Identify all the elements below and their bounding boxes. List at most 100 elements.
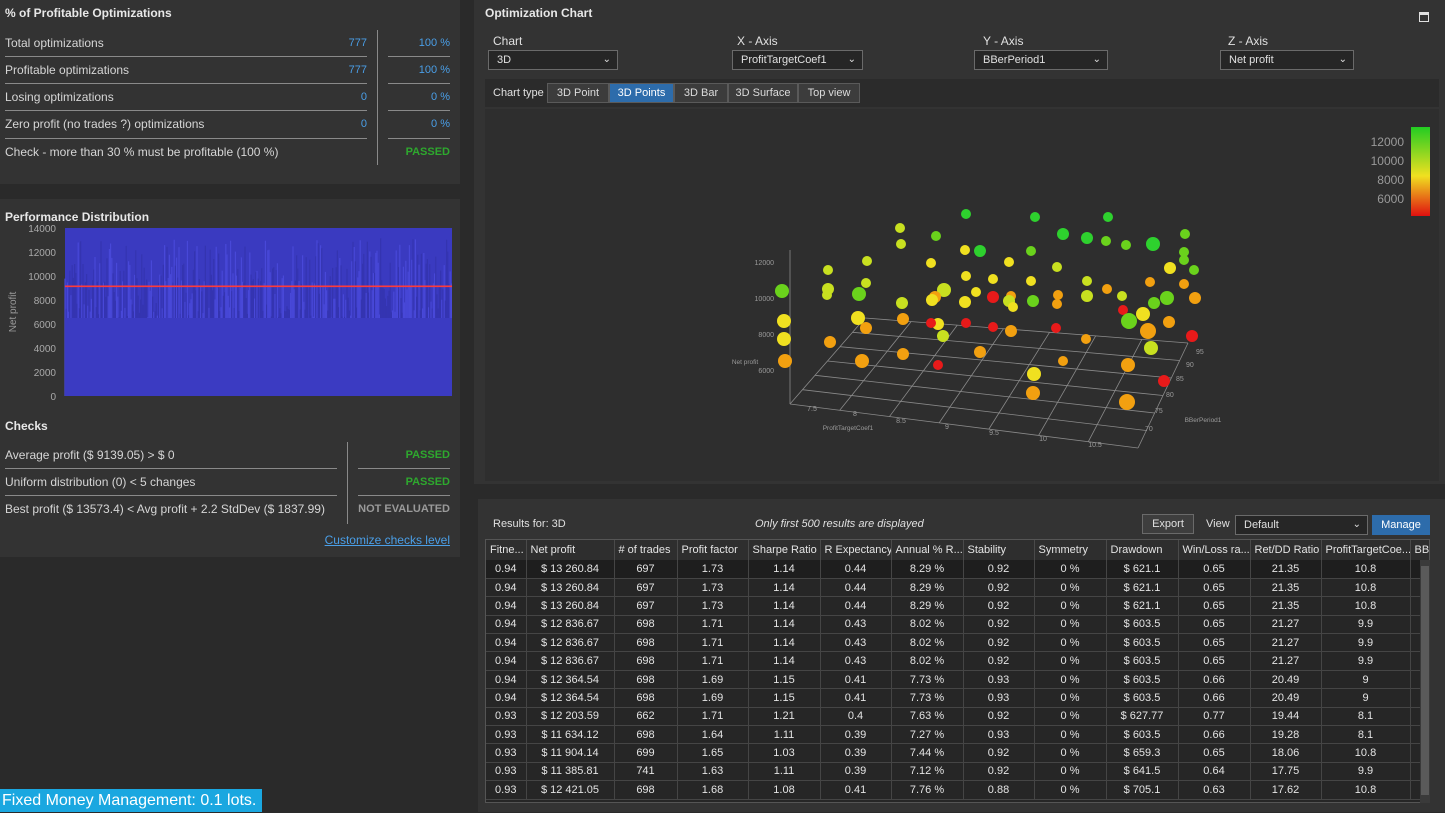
table-row[interactable]: 0.94 $ 12 836.67 698 1.71 1.14 0.43 8.02 % 0.92… [486,615,1429,635]
column-header[interactable]: Symmetry [1034,540,1107,560]
results-note: Only first 500 results are displayed [755,518,924,530]
table-row[interactable]: 0.93 $ 11 904.14 699 1.65 1.03 0.39 7.44 % 0.92… [486,743,1429,763]
y-tick-label: 10000 [28,272,56,283]
table-cell: 21.35 [1250,560,1322,579]
table-cell: 1.71 [677,633,749,653]
chart-point [1119,394,1135,410]
chart-select[interactable]: 3D ⌄ [488,50,618,70]
table-cell: 1.65 [677,743,749,763]
stat-label: Profitable optimizations [5,63,130,77]
table-row[interactable]: 0.93 $ 11 385.81 741 1.63 1.11 0.39 7.12 % 0.92… [486,762,1429,782]
column-header[interactable]: BBerP [1410,540,1429,560]
chart-point [1052,262,1062,272]
column-header[interactable]: Ret/DD Ratio [1250,540,1322,560]
table-cell: 0.4 [820,707,892,727]
table-row[interactable]: 0.93 $ 12 203.59 662 1.71 1.21 0.4 7.63 % 0.92 0… [486,707,1429,727]
manage-button[interactable]: Manage [1372,515,1430,535]
table-cell: 0.94 [486,578,527,598]
column-header[interactable]: Win/Loss ra... [1178,540,1251,560]
chart-type-top-view[interactable]: Top view [798,83,860,103]
maximize-icon[interactable] [1419,12,1429,22]
vertical-scrollbar[interactable] [1420,560,1430,803]
table-row[interactable]: 0.94 $ 13 260.84 697 1.73 1.14 0.44 8.29 % 0.92… [486,578,1429,598]
table-cell: 1.08 [748,780,821,800]
table-cell: 699 [614,743,678,763]
x-tick-label: 10 [1039,436,1047,443]
optimization-3d-chart[interactable]: 12000 10000 8000 6000 Net profit 7.5 8 8.5 9 9.5 1… [485,109,1439,481]
column-header[interactable]: R Expectancy [820,540,892,560]
table-cell: 21.27 [1250,615,1322,635]
export-button[interactable]: Export [1142,514,1194,534]
table-cell: 0 % [1034,688,1107,708]
table-cell: 0.94 [486,560,527,579]
table-cell: 8.29 % [891,560,964,579]
table-cell: 7.63 % [891,707,964,727]
x-axis-select[interactable]: ProfitTargetCoef1 ⌄ [732,50,863,70]
table-cell: 0.93 [486,762,527,782]
table-cell: 20.49 [1250,670,1322,690]
table-row[interactable]: 0.94 $ 12 364.54 698 1.69 1.15 0.41 7.73 % 0.93… [486,688,1429,708]
table-cell: 0.44 [820,560,892,579]
chart-point [823,265,833,275]
check-row-label: Average profit ($ 9139.05) > $ 0 [5,448,175,462]
chart-type-3d-points[interactable]: 3D Points [609,83,674,103]
table-cell: 19.28 [1250,725,1322,745]
table-row[interactable]: 0.93 $ 12 421.05 698 1.68 1.08 0.41 7.76 % 0.88… [486,780,1429,800]
table-cell: 9 [1321,670,1411,690]
table-cell: 0.92 [963,560,1035,579]
table-cell: 0.44 [820,596,892,616]
table-cell: 1.15 [748,670,821,690]
view-select[interactable]: Default ⌄ [1235,515,1368,535]
chart-type-3d-bar[interactable]: 3D Bar [674,83,728,103]
column-header[interactable]: # of trades [614,540,678,560]
chart-point [1103,212,1113,222]
divider [388,138,450,139]
scrollbar-thumb[interactable] [1421,566,1429,795]
table-cell: 1.69 [677,670,749,690]
y-tick-label: 80 [1166,392,1174,399]
table-cell: $ 11 904.14 [526,743,615,763]
column-header[interactable]: Drawdown [1106,540,1179,560]
table-row[interactable]: 0.94 $ 12 836.67 698 1.71 1.14 0.43 8.02 % 0.92… [486,633,1429,653]
table-row[interactable]: 0.94 $ 12 364.54 698 1.69 1.15 0.41 7.73 % 0.93… [486,670,1429,690]
table-cell: 0.39 [820,743,892,763]
y-tick-label: 0 [50,392,56,403]
chart-type-3d-point[interactable]: 3D Point [547,83,609,103]
column-header[interactable]: Profit factor [677,540,749,560]
table-cell: 0.41 [820,670,892,690]
table-cell: 1.71 [677,707,749,727]
column-header[interactable]: Sharpe Ratio [748,540,821,560]
column-header[interactable]: Annual % R... [891,540,964,560]
chart-type-3d-surface[interactable]: 3D Surface [728,83,798,103]
chart-point [961,209,971,219]
y-axis-select[interactable]: BBerPeriod1 ⌄ [974,50,1108,70]
chart-point [1179,247,1189,257]
check-row-label: Uniform distribution (0) < 5 changes [5,475,196,489]
chart-point [1158,375,1170,387]
check-row-result: NOT EVALUATED [358,503,450,515]
column-header[interactable]: Stability [963,540,1035,560]
histogram-base [65,318,452,396]
column-header[interactable]: Net profit [526,540,615,560]
table-cell: 0.93 [486,743,527,763]
table-cell: 0.65 [1178,633,1251,653]
table-cell: 17.75 [1250,762,1322,782]
table-cell: $ 12 836.67 [526,615,615,635]
column-header[interactable]: Fitne... [486,540,527,560]
customize-checks-link[interactable]: Customize checks level [324,533,450,547]
divider [5,83,367,84]
column-header[interactable]: ProfitTargetCoe... [1321,540,1411,560]
stat-percent: 0 % [431,118,450,130]
chart-point [1189,292,1201,304]
table-row[interactable]: 0.93 $ 11 634.12 698 1.64 1.11 0.39 7.27 % 0.93… [486,725,1429,745]
performance-panel: Performance Distribution 14000 12000 10000… [0,199,460,557]
table-row[interactable]: 0.94 $ 13 260.84 697 1.73 1.14 0.44 8.29 % 0.92… [486,560,1429,579]
chart-point [896,297,908,309]
table-cell: 0.39 [820,762,892,782]
chevron-down-icon: ⌄ [1352,519,1361,530]
z-axis-select[interactable]: Net profit ⌄ [1220,50,1354,70]
table-row[interactable]: 0.94 $ 12 836.67 698 1.71 1.14 0.43 8.02 % 0.92… [486,651,1429,671]
table-row[interactable]: 0.94 $ 13 260.84 697 1.73 1.14 0.44 8.29 % 0.92… [486,596,1429,616]
table-cell: 21.35 [1250,596,1322,616]
table-cell: 698 [614,670,678,690]
